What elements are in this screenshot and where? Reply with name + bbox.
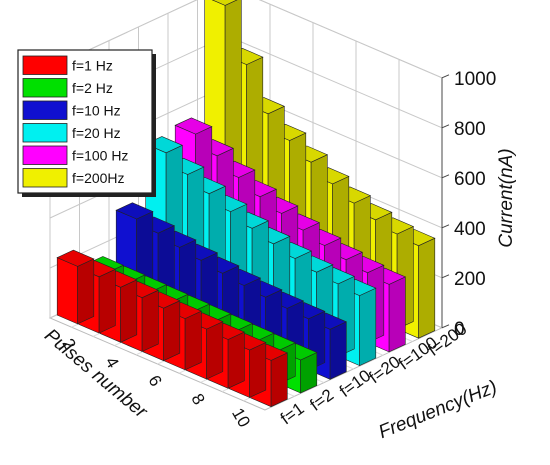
bar-face [141,289,159,352]
z-tick-mark [441,124,450,129]
z-tick-mark [441,174,450,179]
bar-face [56,257,78,325]
frequency-tick-label: f=2 [306,385,337,415]
bar-face [249,342,267,398]
legend-swatch [22,168,68,188]
bar-face [388,276,406,353]
pulse-tick-label: 8 [187,390,208,408]
z-tick-mark [441,74,450,79]
z-tick-mark [441,274,450,279]
bar-face [211,0,238,6]
bar-face [163,300,181,362]
bar-face [329,321,347,380]
legend-label: f=100 Hz [72,148,128,164]
bar-face [184,310,202,371]
legend: f=1 Hz f=2 Hz f=10 Hz f=20 Hz f=100 Hz f=200H… [17,49,156,197]
z-tick-label: 1000 [454,69,496,90]
legend-label: f=1 Hz [72,58,113,74]
bar-face [120,279,138,343]
legend-swatch [22,78,68,98]
bar-face [98,268,116,334]
z-tick-mark [441,324,450,329]
z-tick-label: 800 [454,119,486,140]
bar-face [270,352,288,408]
bar-face [418,237,436,339]
pulse-tick-label: 6 [144,372,165,390]
legend-label: f=20 Hz [72,125,121,141]
legend-swatch [22,100,68,120]
z-tick-label: 0 [454,319,465,340]
bar-f1hz-p10 [56,249,95,325]
z-tick-label: 600 [454,169,486,190]
bar-face [206,321,224,380]
legend-swatch [22,55,68,75]
z-tick-mark [441,224,450,229]
bar-face [174,117,213,135]
legend-label: f=2 Hz [72,80,113,96]
pulse-tick-label: 10 [228,405,254,431]
z-tick-label: 200 [454,269,486,290]
z-tick-label: 400 [454,219,486,240]
legend-swatch [22,145,68,165]
legend-label: f=10 Hz [72,103,121,119]
bar-face [359,287,377,367]
bar-face [227,331,245,389]
bar-face [77,258,95,325]
legend-swatch [22,123,68,143]
frequency-tick-label: f=1 [277,399,308,429]
z-axis-title: Current(nA) [496,148,517,247]
legend-label: f=200Hz [72,170,125,186]
y-axis-title: Frequency(Hz) [376,377,500,444]
bar-face [56,249,95,267]
bar-face [115,202,154,220]
bars-group [56,0,436,408]
